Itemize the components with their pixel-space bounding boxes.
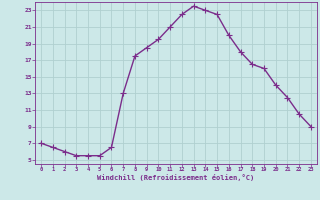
X-axis label: Windchill (Refroidissement éolien,°C): Windchill (Refroidissement éolien,°C) (97, 174, 255, 181)
